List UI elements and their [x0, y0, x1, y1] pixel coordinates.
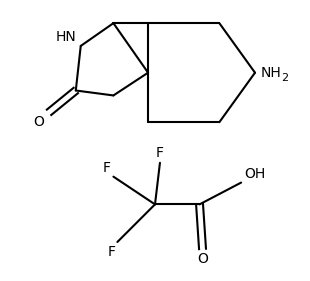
- Text: NH: NH: [261, 66, 282, 80]
- Text: F: F: [102, 161, 110, 175]
- Text: O: O: [33, 115, 44, 129]
- Text: F: F: [107, 245, 115, 259]
- Text: O: O: [197, 252, 208, 266]
- Text: HN: HN: [56, 30, 77, 44]
- Text: OH: OH: [244, 167, 265, 181]
- Text: F: F: [156, 146, 164, 160]
- Text: 2: 2: [281, 72, 288, 83]
